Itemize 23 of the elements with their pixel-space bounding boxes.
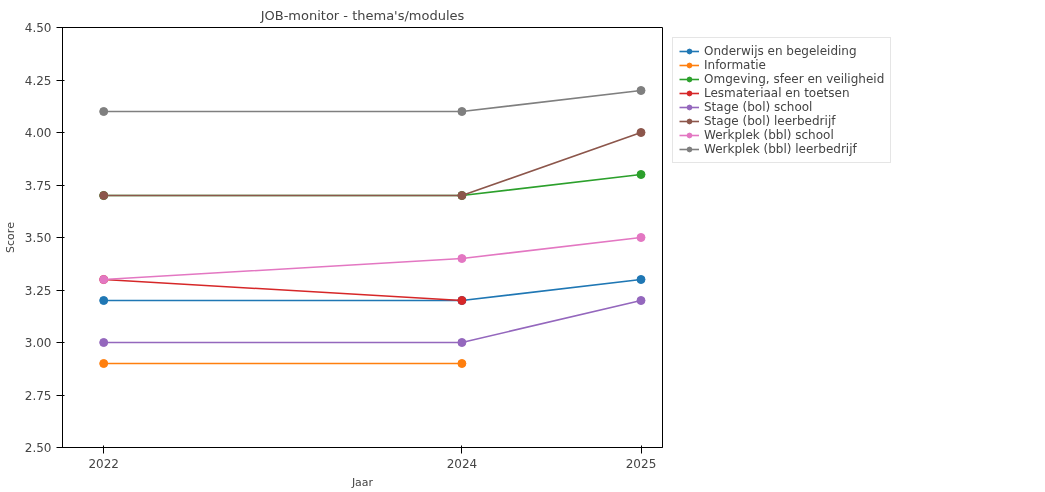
x-tick-label: 2024 [446, 456, 478, 471]
x-tick-label: 2025 [625, 456, 657, 471]
legend-label: Informatie [704, 58, 766, 72]
y-tick-label: 3.75 [24, 178, 52, 193]
legend-label: Werkplek (bbl) leerbedrijf [704, 142, 857, 156]
y-tick-label: 2.75 [24, 388, 52, 403]
y-tick-label: 4.00 [24, 126, 52, 140]
legend-label: Werkplek (bbl) school [704, 128, 834, 142]
chart-title: JOB-monitor - thema's/modules [259, 7, 465, 23]
y-tick-label: 3.25 [24, 283, 52, 298]
y-tick-label: 4.50 [24, 21, 52, 35]
y-tick-label: 2.50 [24, 441, 52, 455]
legend-label: Onderwijs en begeleiding [704, 44, 857, 58]
y-tick-label: 4.25 [24, 73, 52, 88]
y-tick-label: 3.50 [24, 231, 52, 245]
legend-label: Stage (bol) leerbedrijf [704, 114, 836, 128]
legend-label: Lesmateriaal en toetsen [704, 86, 850, 100]
legend-label: Stage (bol) school [704, 100, 813, 114]
x-tick-label: 2022 [88, 456, 119, 471]
y-axis-title: Score [3, 221, 17, 253]
y-tick-label: 3.00 [24, 336, 52, 350]
x-axis-title: Jaar [350, 475, 374, 489]
legend-label: Omgeving, sfeer en veiligheid [704, 72, 885, 86]
